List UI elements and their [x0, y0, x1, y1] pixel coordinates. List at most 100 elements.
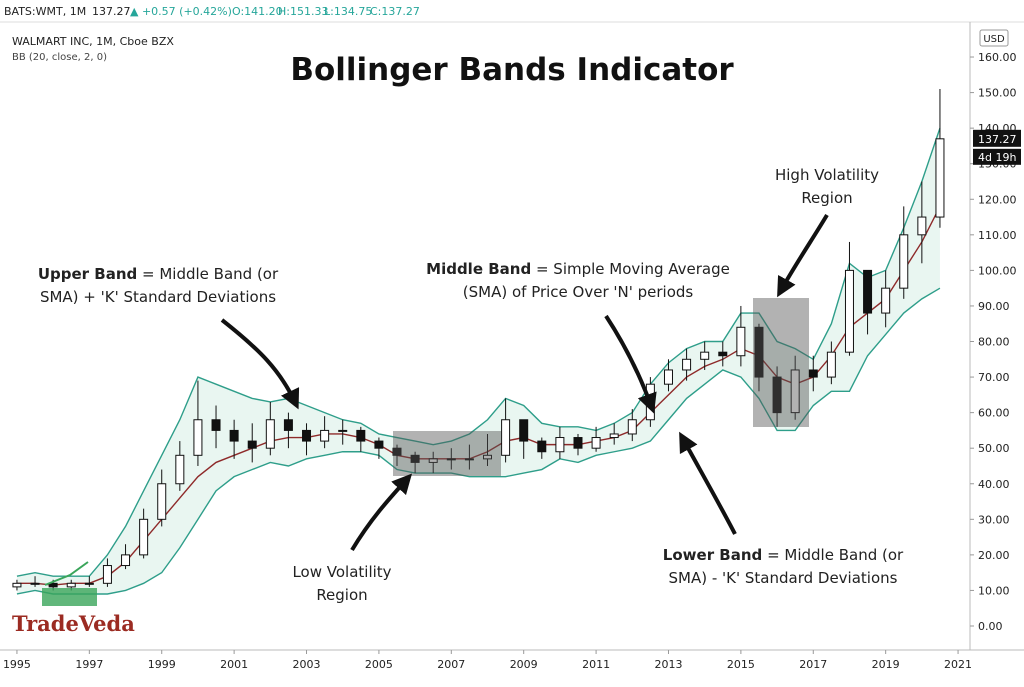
candle-body	[718, 351, 728, 357]
candle-body	[826, 351, 836, 378]
candle-body	[881, 287, 891, 314]
x-tick-label: 2019	[872, 658, 900, 671]
annotation-text: High Volatility	[775, 166, 879, 184]
candle-body	[537, 440, 547, 453]
candle-body	[863, 269, 873, 314]
annotation-text: = Simple Moving Average	[531, 260, 730, 278]
chart-title: Bollinger Bands Indicator	[290, 52, 734, 88]
last-price: 137.27	[92, 5, 131, 18]
candle-body	[392, 447, 402, 456]
x-tick-label: 2009	[510, 658, 538, 671]
candle-body	[247, 440, 257, 449]
currency: USD	[983, 34, 1005, 45]
y-tick-label: 90.00	[978, 300, 1010, 313]
ohlc-value: O:141.20	[232, 5, 283, 18]
y-tick-label: 50.00	[978, 442, 1010, 455]
low-volatility-box	[393, 431, 501, 476]
x-tick-label: 2005	[365, 658, 393, 671]
y-tick-label: 10.00	[978, 584, 1010, 597]
annotation: Low Volatility	[292, 563, 391, 581]
candle-body	[573, 437, 583, 449]
candle-body	[464, 458, 474, 461]
candle-body	[555, 437, 565, 453]
change: ▲ +0.57 (+0.42%)	[130, 5, 232, 18]
candle-body	[193, 419, 203, 456]
candle-body	[157, 483, 167, 520]
annotation-text: SMA) + 'K' Standard Deviations	[40, 288, 276, 306]
candle-body	[102, 565, 112, 584]
upper-band	[16, 127, 941, 577]
y-tick-label: 120.00	[978, 193, 1017, 206]
y-tick-label: 80.00	[978, 336, 1010, 349]
candle-body	[446, 458, 456, 461]
x-tick-label: 2001	[220, 658, 248, 671]
candle-body	[663, 369, 673, 385]
candle-body	[283, 419, 293, 431]
annotation-bold: Middle Band	[426, 260, 531, 278]
x-tick-label: 1999	[148, 658, 176, 671]
candle-body	[844, 269, 854, 353]
candle-body	[410, 454, 420, 463]
ohlc-value: L:134.75	[324, 5, 372, 18]
candle-body	[320, 429, 330, 442]
y-tick-label: 70.00	[978, 371, 1010, 384]
price-label: 137.27	[978, 133, 1017, 146]
candle-body	[175, 454, 185, 485]
candle-body	[591, 437, 601, 449]
plot	[12, 89, 945, 595]
price-label-box	[973, 129, 1021, 147]
annotation: SMA) - 'K' Standard Deviations	[669, 569, 898, 587]
annotation: High Volatility	[775, 166, 879, 184]
y-tick-label: 0.00	[978, 620, 1003, 633]
candle-body	[700, 351, 710, 360]
candle-body	[772, 376, 782, 414]
candle-body	[374, 440, 384, 449]
x-tick-label: 2003	[293, 658, 321, 671]
y-tick-label: 110.00	[978, 229, 1017, 242]
x-tick-label: 2007	[437, 658, 465, 671]
annotation-text: SMA) - 'K' Standard Deviations	[669, 569, 898, 587]
candle-body	[519, 419, 529, 442]
y-tick-label: 60.00	[978, 407, 1010, 420]
candle-body	[808, 369, 818, 378]
logo-icon	[42, 561, 97, 606]
arrow	[604, 314, 657, 414]
x-tick-label: 2017	[799, 658, 827, 671]
indicator: BB (20, close, 2, 0)	[12, 52, 107, 63]
candle-body	[501, 419, 511, 456]
candle-body	[302, 429, 312, 442]
annotation: Lower Band = Middle Band (or	[663, 546, 904, 564]
candle-body	[356, 429, 366, 442]
high-volatility-box	[753, 298, 809, 427]
candle-body	[84, 582, 94, 585]
candle-body	[736, 326, 746, 357]
lower-band	[16, 287, 941, 595]
candle-body	[30, 582, 40, 585]
candle-body	[790, 369, 800, 414]
currency-box	[979, 29, 1009, 47]
candle-body	[682, 358, 692, 371]
symbol: BATS:WMT, 1M	[4, 5, 86, 18]
annotation-text: = Middle Band (or	[137, 265, 279, 283]
candle-body	[483, 454, 492, 460]
annotation-text: (SMA) of Price Over 'N' periods	[463, 283, 694, 301]
candle-body	[139, 518, 149, 556]
candle-body	[211, 419, 221, 431]
x-tick-label: 2013	[654, 658, 682, 671]
watermark: TradeVeda	[12, 611, 135, 636]
ohlc-value: H:151.33	[278, 5, 328, 18]
arrow	[679, 431, 737, 535]
instrument: WALMART INC, 1M, Cboe BZX	[12, 35, 174, 48]
candle-body	[917, 216, 927, 236]
arrow	[777, 213, 829, 298]
annotation-text: Low Volatility	[292, 563, 391, 581]
y-tick-label: 150.00	[978, 87, 1017, 100]
candle-body	[265, 419, 275, 449]
middle-band	[16, 206, 941, 586]
candle-body	[12, 582, 22, 588]
countdown-box	[973, 148, 1021, 165]
candle-body	[338, 429, 348, 432]
annotation: Upper Band = Middle Band (or	[38, 265, 279, 283]
